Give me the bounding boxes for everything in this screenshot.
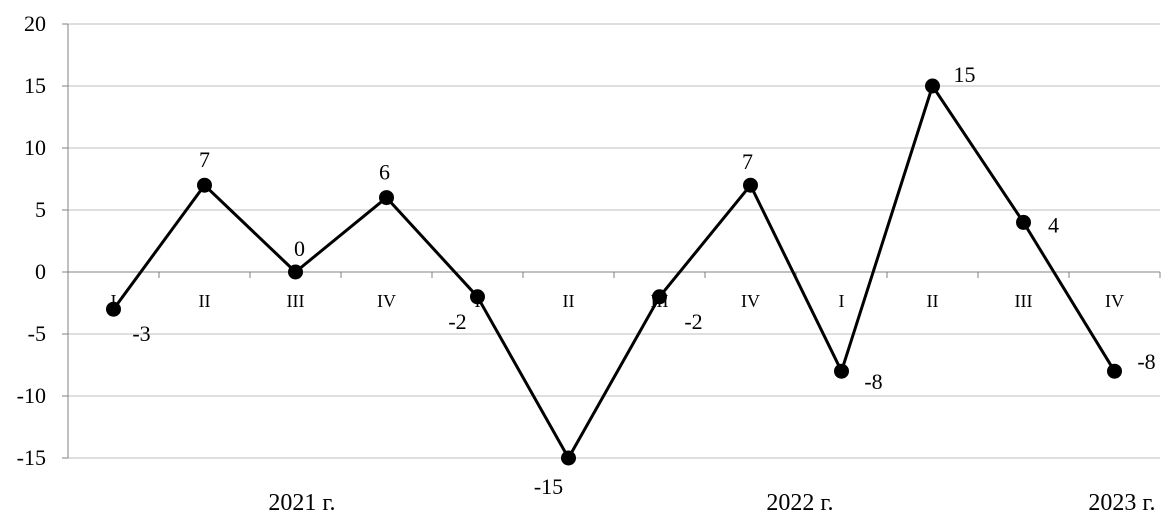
x-tick-label: I bbox=[111, 291, 117, 311]
data-point bbox=[561, 450, 576, 466]
year-label-2023: 2023 г. bbox=[1088, 490, 1155, 516]
data-point bbox=[288, 264, 303, 280]
x-tick-label: II bbox=[927, 291, 939, 311]
data-point bbox=[1016, 214, 1031, 230]
data-point bbox=[925, 78, 940, 94]
x-tick-label: III bbox=[1015, 291, 1033, 311]
y-tick-label: -5 bbox=[28, 321, 46, 346]
y-tick-label: 15 bbox=[24, 73, 46, 98]
year-labels: 2021 г. 2022 г. 2023 г. bbox=[268, 490, 1155, 516]
y-tick-label: -10 bbox=[17, 383, 46, 408]
y-tick-labels: 20 15 10 5 0 -5 -10 -15 bbox=[17, 11, 46, 470]
x-tick-label: II bbox=[199, 291, 211, 311]
data-label: -2 bbox=[684, 309, 702, 334]
data-label: 0 bbox=[294, 236, 305, 261]
y-tick-label: 20 bbox=[24, 11, 46, 36]
data-point bbox=[834, 363, 849, 379]
y-tick-label: 5 bbox=[35, 197, 46, 222]
data-label: 4 bbox=[1048, 212, 1059, 237]
x-tick-label: IV bbox=[741, 291, 760, 311]
year-label-2022: 2022 г. bbox=[766, 490, 833, 516]
data-label: -8 bbox=[864, 369, 882, 394]
y-tick-label: 10 bbox=[24, 135, 46, 160]
gridlines bbox=[68, 23, 1160, 459]
y-tick-label: 0 bbox=[35, 259, 46, 284]
data-point bbox=[743, 177, 758, 193]
data-point bbox=[652, 289, 667, 305]
data-point bbox=[106, 301, 121, 317]
series-polyline bbox=[112, 84, 1116, 460]
x-tick-label: I bbox=[839, 291, 845, 311]
data-point bbox=[379, 190, 394, 206]
data-point bbox=[197, 177, 212, 193]
axes bbox=[62, 23, 1161, 459]
year-label-2021: 2021 г. bbox=[268, 490, 335, 516]
data-label: -2 bbox=[448, 309, 466, 334]
data-label: -3 bbox=[132, 321, 150, 346]
x-tick-label: III bbox=[287, 291, 305, 311]
data-point bbox=[470, 289, 485, 305]
x-tick-label: II bbox=[563, 291, 575, 311]
x-tick-label: IV bbox=[1105, 291, 1124, 311]
series-line bbox=[106, 78, 1122, 466]
data-point bbox=[1107, 363, 1122, 379]
data-labels: -3 7 0 6 -2 -15 -2 7 -8 15 4 -8 bbox=[132, 62, 1155, 499]
data-label: -8 bbox=[1137, 349, 1155, 374]
y-tick-label: -15 bbox=[17, 445, 46, 470]
data-label: 6 bbox=[379, 160, 390, 185]
data-label: 7 bbox=[742, 149, 753, 174]
data-label: -15 bbox=[534, 474, 563, 499]
data-label: 7 bbox=[199, 147, 210, 172]
x-tick-labels: IIIIIIIVIIIIIIIVIIIIIIIV bbox=[111, 291, 1125, 311]
data-label: 15 bbox=[954, 62, 976, 87]
x-tick-label: IV bbox=[377, 291, 396, 311]
